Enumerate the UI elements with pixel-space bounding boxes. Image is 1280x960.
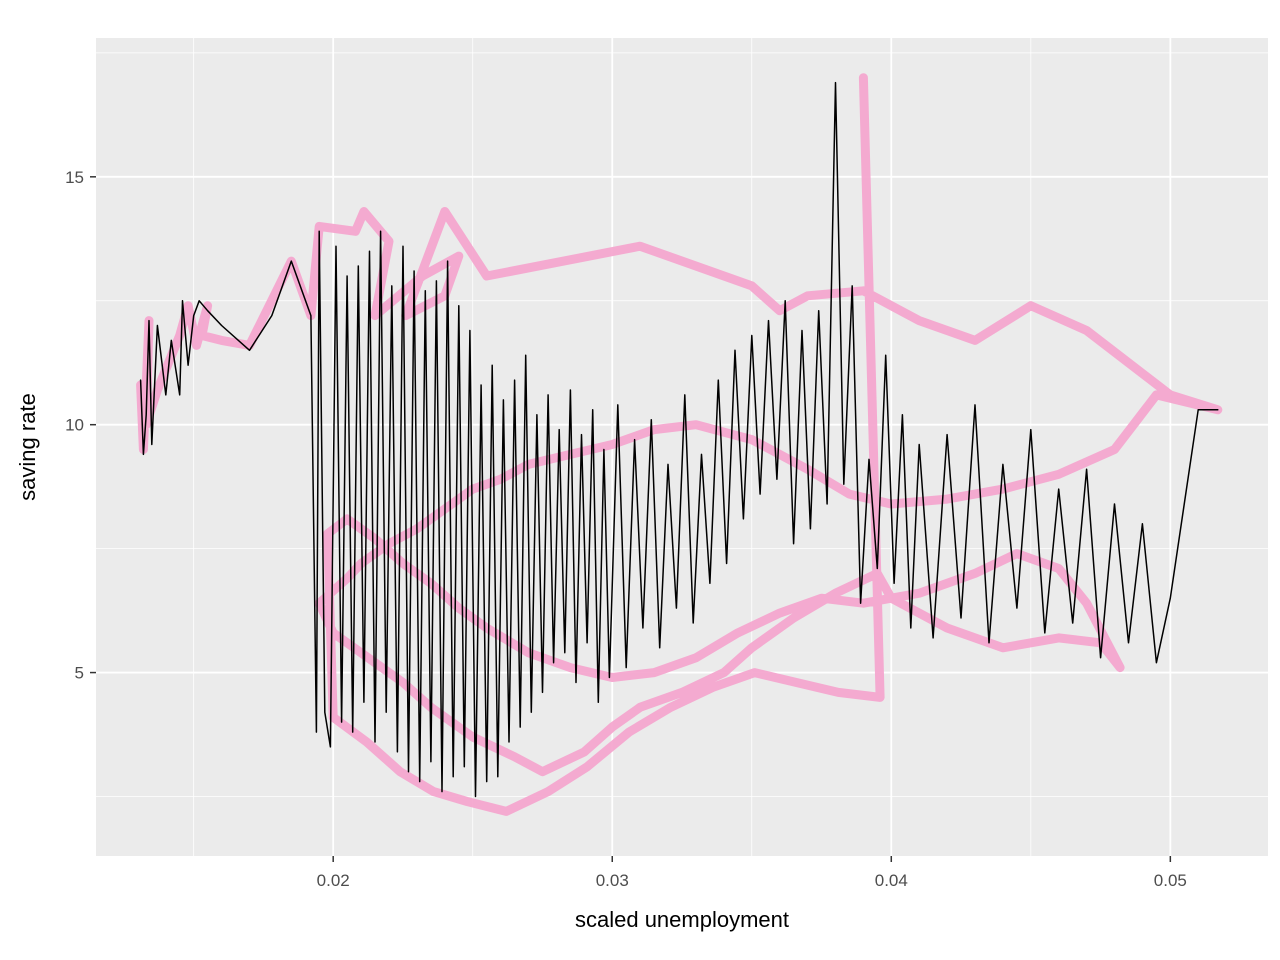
- y-axis: 5 10 15: [65, 168, 96, 683]
- y-tick-label: 15: [65, 168, 84, 187]
- x-tick-label: 0.05: [1154, 871, 1187, 890]
- x-axis-title: scaled unemployment: [575, 907, 789, 932]
- x-tick-label: 0.04: [875, 871, 908, 890]
- y-tick-label: 5: [75, 664, 84, 683]
- y-axis-title: saving rate: [15, 393, 40, 501]
- x-tick-label: 0.03: [596, 871, 629, 890]
- thin-series-path: [139, 81, 1219, 798]
- y-tick-label: 10: [65, 416, 84, 435]
- series-layer: [136, 73, 1223, 816]
- thick-series-path: [136, 73, 1223, 816]
- x-tick-label: 0.02: [317, 871, 350, 890]
- minor-gridlines: [96, 38, 1268, 856]
- x-axis: 0.02 0.03 0.04 0.05: [317, 856, 1187, 890]
